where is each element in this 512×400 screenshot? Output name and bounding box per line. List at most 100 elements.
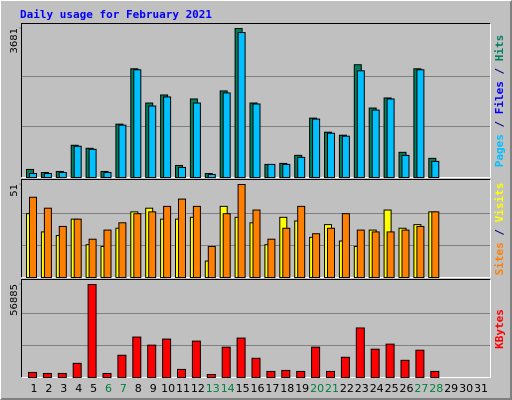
panel-legend: KBytes <box>493 309 506 349</box>
x-tick-label: 6 <box>105 382 112 395</box>
x-tick-label: 4 <box>75 382 82 395</box>
bar <box>118 124 127 178</box>
bar <box>222 92 231 178</box>
bar <box>311 346 321 378</box>
bar <box>251 357 261 378</box>
bar <box>371 109 380 178</box>
bar <box>341 135 350 179</box>
x-tick-label: 24 <box>370 382 384 395</box>
x-tick-label: 13 <box>206 382 220 395</box>
bar <box>385 343 395 378</box>
x-tick-label: 25 <box>385 382 399 395</box>
bar <box>29 196 37 278</box>
x-tick-label: 12 <box>191 382 205 395</box>
panel-edge-dark <box>21 23 491 178</box>
bar <box>431 211 440 278</box>
bar <box>237 184 246 278</box>
legend-text: Files <box>493 81 506 114</box>
bar <box>103 171 112 179</box>
bar <box>297 156 306 179</box>
bar <box>296 370 306 378</box>
legend-text: / <box>493 114 506 134</box>
bar <box>73 145 82 179</box>
bar <box>297 205 306 278</box>
bar <box>401 154 410 178</box>
bar <box>356 70 365 178</box>
x-tick-label: 7 <box>120 382 127 395</box>
bar <box>88 238 97 279</box>
bar <box>430 370 440 378</box>
bar <box>148 211 157 278</box>
panel-legend: Pages / Files / Hits <box>493 35 506 168</box>
x-tick-label: 28 <box>429 382 443 395</box>
bar <box>28 371 37 378</box>
bar <box>415 349 425 379</box>
bar <box>341 213 350 278</box>
bar <box>207 173 216 179</box>
bar <box>133 69 142 178</box>
bar <box>236 337 246 378</box>
bar <box>192 102 201 178</box>
bar <box>133 213 142 278</box>
panel-legend: Sites / Visits <box>493 183 506 276</box>
legend-text: Pages <box>493 134 506 167</box>
bar <box>386 231 395 278</box>
x-tick-label: 15 <box>236 382 250 395</box>
x-tick-label: 2 <box>45 382 52 395</box>
bar <box>72 362 82 378</box>
x-tick-label: 29 <box>444 382 458 395</box>
bar <box>416 69 425 178</box>
x-tick-label: 27 <box>414 382 428 395</box>
bar <box>87 284 97 378</box>
legend-text: KBytes <box>493 309 506 349</box>
legend-text: / <box>493 222 506 242</box>
bar <box>222 213 231 278</box>
x-tick-label: 5 <box>90 382 97 395</box>
x-tick-label: 10 <box>161 382 175 395</box>
bar <box>282 163 291 179</box>
bar <box>267 163 276 179</box>
x-tick-label: 1 <box>31 382 38 395</box>
bar <box>206 373 216 379</box>
bar <box>162 338 172 379</box>
bar <box>327 227 335 279</box>
bar <box>118 222 127 278</box>
bar <box>355 327 365 378</box>
bar <box>58 171 67 179</box>
x-tick-label: 30 <box>459 382 473 395</box>
bar <box>266 370 276 378</box>
x-tick-label: 11 <box>176 382 190 395</box>
bar <box>132 336 142 379</box>
x-tick-label: 20 <box>310 382 324 395</box>
x-tick-label: 8 <box>135 382 142 395</box>
x-tick-label: 26 <box>400 382 414 395</box>
bar <box>237 32 246 179</box>
bar <box>177 368 186 378</box>
bar <box>163 96 172 178</box>
legend-text: Sites <box>493 242 506 275</box>
panel-edge-dark <box>21 179 491 278</box>
legend-text: Hits <box>493 35 506 62</box>
bar <box>326 370 335 378</box>
bar <box>386 98 395 178</box>
bar <box>252 103 261 178</box>
bar <box>371 231 380 278</box>
y-tick-label: 3681 <box>9 28 20 53</box>
x-tick-label: 14 <box>221 382 235 395</box>
legend-text: / <box>493 61 506 81</box>
bar <box>252 209 261 279</box>
bar <box>370 348 380 378</box>
bar <box>356 229 365 279</box>
bar <box>312 118 321 178</box>
bar <box>43 172 52 178</box>
legend-text: Visits <box>493 183 506 223</box>
bar <box>267 238 276 279</box>
bar <box>88 148 97 179</box>
bar <box>117 354 127 379</box>
bar <box>327 132 335 178</box>
bar <box>73 218 82 279</box>
bar <box>221 346 231 378</box>
